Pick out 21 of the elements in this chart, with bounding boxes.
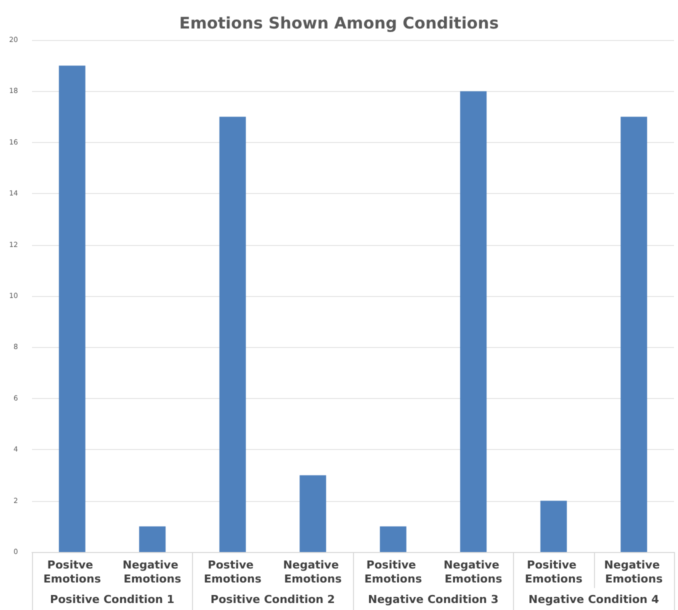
text: Negative Condition 3 <box>368 593 498 606</box>
bar <box>620 116 648 552</box>
x-tick-label: Positve Emotions <box>43 558 102 586</box>
bar <box>460 91 487 552</box>
text: Positive Condition 2 <box>210 593 335 606</box>
x-tick-label: Positive Emotions <box>524 558 583 586</box>
x-tick-label: Negative Emotions <box>444 558 504 586</box>
x-tick-label: Negative Emotions <box>122 558 182 586</box>
x-tick-label: Positive Emotions <box>364 558 422 586</box>
bar <box>219 116 246 552</box>
chart-title: Emotions Shown Among Conditions <box>179 14 499 32</box>
bar <box>540 500 567 552</box>
x-tick-label: Negative Emotions <box>283 558 343 586</box>
x-tick-label: Negative Emotions <box>604 558 664 586</box>
x-tick-label: Postive Emotions <box>204 558 262 586</box>
bar <box>58 66 86 552</box>
bar <box>380 526 406 552</box>
text: Positive Condition 1 <box>50 593 174 606</box>
bar <box>139 526 166 552</box>
bar <box>300 475 326 552</box>
text: Negative Condition 4 <box>528 593 660 606</box>
